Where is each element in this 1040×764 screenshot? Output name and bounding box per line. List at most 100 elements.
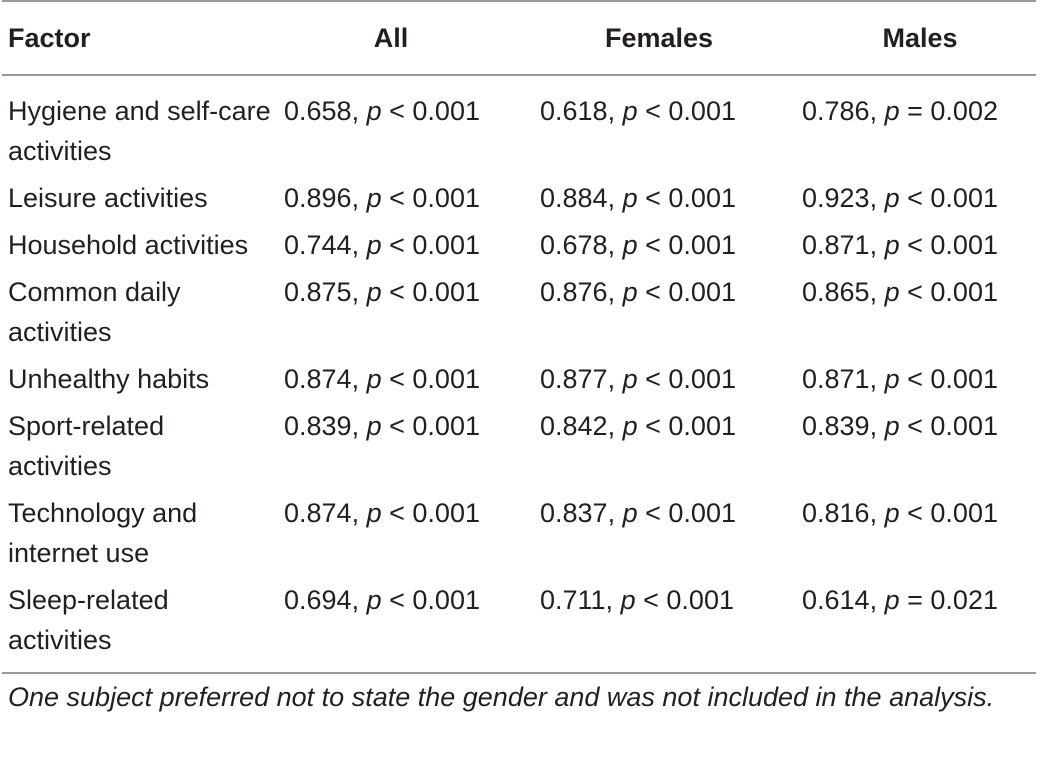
p-value: < 0.001: [643, 585, 734, 615]
coefficient-value: 0.871,: [802, 230, 878, 260]
p-value: < 0.001: [389, 183, 480, 213]
all-cell: 0.839, p < 0.001: [272, 402, 524, 489]
p-value: < 0.001: [645, 230, 736, 260]
p-symbol: p: [366, 96, 382, 126]
correlation-table-container: Factor All Females Males Hygiene and sel…: [2, 0, 1036, 713]
p-value: < 0.001: [907, 364, 998, 394]
females-cell: 0.876, p < 0.001: [524, 268, 786, 355]
coefficient-value: 0.837,: [540, 498, 616, 528]
all-cell: 0.875, p < 0.001: [272, 268, 524, 355]
p-value: = 0.021: [907, 585, 998, 615]
table-row: Common daily activities 0.875, p < 0.001 0…: [2, 268, 1036, 355]
p-symbol: p: [884, 183, 900, 213]
p-symbol: p: [620, 585, 636, 615]
p-symbol: p: [622, 277, 638, 307]
all-cell: 0.896, p < 0.001: [272, 174, 524, 221]
factor-cell: Sport-related activities: [8, 411, 165, 481]
p-symbol: p: [366, 498, 382, 528]
p-symbol: p: [622, 183, 638, 213]
coefficient-value: 0.839,: [802, 411, 878, 441]
p-value: < 0.001: [645, 498, 736, 528]
coefficient-value: 0.842,: [540, 411, 616, 441]
p-symbol: p: [884, 96, 900, 126]
factor-cell: Technology and internet use: [8, 498, 198, 568]
factor-cell: Leisure activities: [8, 183, 208, 213]
table-row: Sport-related activities 0.839, p < 0.001…: [2, 402, 1036, 489]
females-cell: 0.618, p < 0.001: [524, 75, 786, 174]
males-cell: 0.614, p = 0.021: [786, 576, 1036, 672]
p-symbol: p: [366, 230, 382, 260]
coefficient-value: 0.923,: [802, 183, 878, 213]
p-value: = 0.002: [907, 96, 998, 126]
p-value: < 0.001: [645, 411, 736, 441]
header-factor: Factor: [8, 22, 91, 53]
factor-cell: Common daily activities: [8, 277, 181, 347]
coefficient-value: 0.711,: [540, 585, 614, 615]
coefficient-value: 0.875,: [284, 277, 360, 307]
p-value: < 0.001: [907, 411, 998, 441]
p-symbol: p: [366, 411, 382, 441]
coefficient-value: 0.614,: [802, 585, 878, 615]
coefficient-value: 0.871,: [802, 364, 878, 394]
factor-cell: Unhealthy habits: [8, 364, 210, 394]
table-header-row: Factor All Females Males: [2, 1, 1036, 75]
coefficient-value: 0.658,: [284, 96, 360, 126]
p-value: < 0.001: [389, 585, 480, 615]
coefficient-value: 0.874,: [284, 364, 360, 394]
females-cell: 0.877, p < 0.001: [524, 355, 786, 402]
coefficient-value: 0.839,: [284, 411, 360, 441]
coefficient-value: 0.694,: [284, 585, 360, 615]
coefficient-value: 0.816,: [802, 498, 878, 528]
p-value: < 0.001: [645, 183, 736, 213]
coefficient-value: 0.876,: [540, 277, 616, 307]
p-symbol: p: [884, 364, 900, 394]
p-value: < 0.001: [389, 498, 480, 528]
p-value: < 0.001: [389, 411, 480, 441]
table-row: Technology and internet use 0.874, p < 0.…: [2, 489, 1036, 576]
coefficient-value: 0.874,: [284, 498, 360, 528]
all-cell: 0.874, p < 0.001: [272, 489, 524, 576]
males-cell: 0.865, p < 0.001: [786, 268, 1036, 355]
p-value: < 0.001: [389, 96, 480, 126]
all-cell: 0.744, p < 0.001: [272, 221, 524, 268]
table-body: Hygiene and self-care activities 0.658, p…: [2, 75, 1036, 672]
p-symbol: p: [622, 230, 638, 260]
table-row: Sleep-related activities 0.694, p < 0.001…: [2, 576, 1036, 672]
p-value: < 0.001: [907, 498, 998, 528]
p-symbol: p: [884, 498, 900, 528]
p-symbol: p: [622, 96, 638, 126]
p-symbol: p: [366, 183, 382, 213]
p-value: < 0.001: [645, 364, 736, 394]
p-value: < 0.001: [907, 183, 998, 213]
p-symbol: p: [366, 364, 382, 394]
p-symbol: p: [622, 498, 638, 528]
factor-cell: Household activities: [8, 230, 249, 260]
p-value: < 0.001: [907, 230, 998, 260]
females-cell: 0.837, p < 0.001: [524, 489, 786, 576]
header-females: Females: [604, 22, 714, 53]
males-cell: 0.786, p = 0.002: [786, 75, 1036, 174]
correlation-table: Factor All Females Males Hygiene and sel…: [2, 0, 1036, 672]
p-value: < 0.001: [389, 277, 480, 307]
factor-cell: Hygiene and self-care activities: [8, 96, 271, 166]
p-symbol: p: [884, 411, 900, 441]
p-value: < 0.001: [645, 277, 736, 307]
table-row: Unhealthy habits 0.874, p < 0.001 0.877, p…: [2, 355, 1036, 402]
coefficient-value: 0.678,: [540, 230, 616, 260]
coefficient-value: 0.896,: [284, 183, 360, 213]
table-row: Leisure activities 0.896, p < 0.001 0.884,…: [2, 174, 1036, 221]
coefficient-value: 0.618,: [540, 96, 616, 126]
p-value: < 0.001: [389, 364, 480, 394]
males-cell: 0.839, p < 0.001: [786, 402, 1036, 489]
p-symbol: p: [884, 277, 900, 307]
males-cell: 0.871, p < 0.001: [786, 221, 1036, 268]
p-symbol: p: [884, 230, 900, 260]
all-cell: 0.658, p < 0.001: [272, 75, 524, 174]
coefficient-value: 0.877,: [540, 364, 616, 394]
males-cell: 0.816, p < 0.001: [786, 489, 1036, 576]
p-value: < 0.001: [389, 230, 480, 260]
p-symbol: p: [622, 364, 638, 394]
header-males: Males: [882, 22, 958, 53]
table-footnote: One subject preferred not to state the g…: [2, 672, 1036, 713]
p-symbol: p: [366, 277, 382, 307]
